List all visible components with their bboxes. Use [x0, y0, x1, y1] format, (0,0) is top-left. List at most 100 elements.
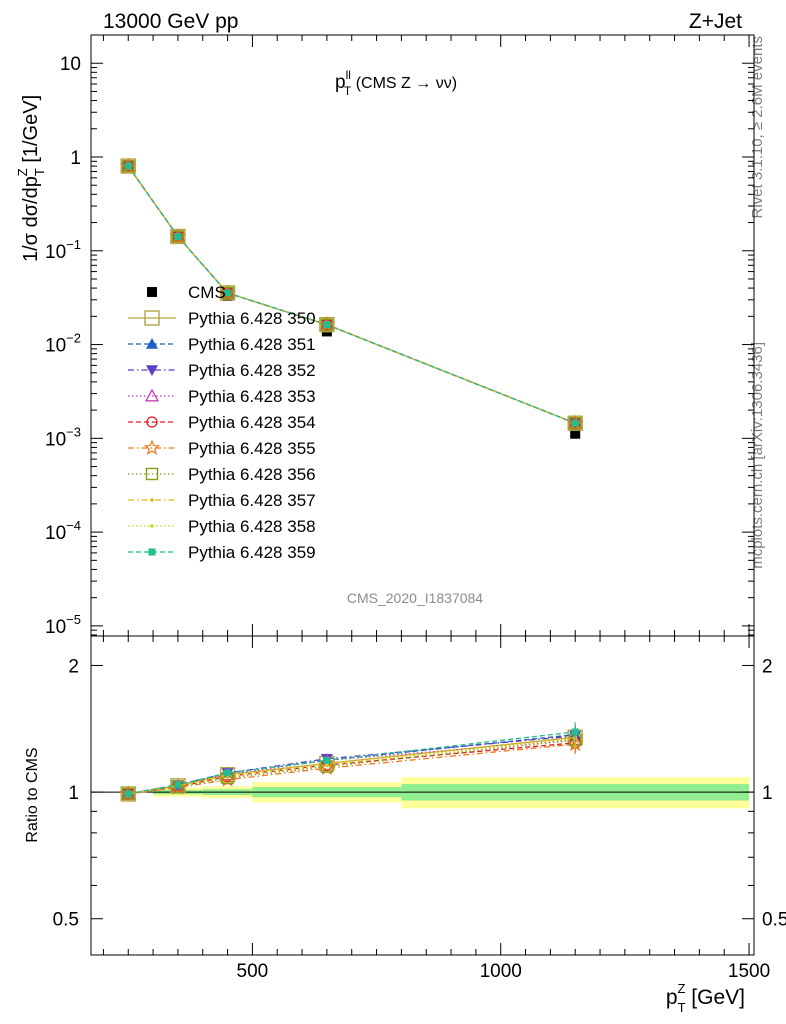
title-sup: ll — [346, 68, 351, 82]
ratio-uncertainty-bands — [91, 777, 754, 809]
ylabel-sub: T — [32, 168, 47, 176]
main-point — [569, 416, 582, 430]
y-tick-exponent: −3 — [66, 424, 81, 439]
legend-label: Pythia 6.428 351 — [188, 335, 316, 354]
main-point — [224, 289, 232, 297]
y-tick-base: 10 — [60, 54, 81, 75]
title-sub: T — [344, 84, 352, 98]
legend: CMS Pythia 6.428 350 Pythia 6.428 351 Pythi… — [128, 283, 316, 562]
legend-marker — [150, 524, 154, 528]
main-point — [571, 419, 579, 427]
header-left: 13000 GeV pp — [103, 10, 238, 33]
ylabel-a: 1/σ dσ/dp — [20, 176, 42, 262]
y-tick-exponent: −5 — [66, 612, 81, 627]
legend-marker — [146, 338, 158, 349]
ratio-point — [124, 790, 132, 798]
legend-label: Pythia 6.428 356 — [188, 465, 316, 484]
y-tick-base: 10 — [45, 429, 66, 450]
legend-label: Pythia 6.428 350 — [188, 309, 316, 328]
xlabel-sub: T — [678, 1000, 686, 1015]
axes-group — [90, 34, 755, 956]
main-point — [323, 321, 331, 329]
legend-label: Pythia 6.428 357 — [188, 491, 316, 510]
legend-label: Pythia 6.428 353 — [188, 387, 316, 406]
ratio-point — [571, 728, 579, 736]
y-tick-label: 10−2 — [45, 331, 81, 357]
legend-marker — [143, 439, 161, 456]
legend-marker — [150, 498, 154, 502]
legend-marker — [146, 365, 158, 376]
legend-cms-label: CMS — [188, 283, 226, 302]
legend-marker — [148, 548, 156, 556]
header-right: Z+Jet — [689, 10, 742, 33]
title-rest: (CMS Z → νν) — [351, 75, 457, 92]
analysis-watermark: CMS_2020_I1837084 — [347, 590, 483, 606]
legend-marker — [144, 310, 160, 326]
y-tick-base: 10 — [45, 523, 66, 544]
main-point — [221, 286, 234, 300]
main-point — [320, 318, 334, 331]
ratio-y-tick-label-left: 1 — [68, 783, 79, 804]
main-plot-title: pll T (CMS Z → νν) — [335, 68, 457, 98]
ratio-point — [325, 763, 329, 767]
main-point — [174, 232, 182, 240]
mcplots-label: mcplots.cern.ch [arXiv:1306.3436] — [749, 342, 766, 569]
ratio-point — [122, 787, 135, 801]
ratio-y-tick-label-left: 0.5 — [53, 910, 79, 931]
y-tick-base: 10 — [45, 242, 66, 263]
y-tick-base: 10 — [45, 336, 66, 357]
ratio-y-tick-label-left: 2 — [68, 656, 79, 677]
xlabel-b: [GeV] — [685, 986, 745, 1009]
ratio-point — [224, 769, 232, 777]
y-tick-label: 10−5 — [45, 612, 81, 638]
y-tick-base: 10 — [45, 617, 66, 638]
y-tick-exponent: −4 — [66, 518, 81, 533]
legend-label: Pythia 6.428 359 — [188, 543, 316, 562]
legend-cms-marker — [147, 287, 157, 297]
legend-marker — [144, 388, 160, 402]
ylabel-b: [1/GeV] — [20, 95, 42, 168]
main-y-axis-label: 1/σ dσ/dpTZ [1/GeV] — [15, 95, 47, 262]
main-point — [122, 159, 135, 173]
ratio-point — [323, 756, 331, 764]
cms-data-point — [570, 428, 581, 439]
main-point — [124, 162, 132, 170]
x-axis-label: pTZ [GeV] — [666, 981, 745, 1015]
ratio-line-5 — [128, 743, 576, 795]
x-tick-label: 1000 — [480, 961, 522, 982]
x-tick-label: 500 — [237, 961, 269, 982]
y-tick-exponent: −1 — [66, 237, 81, 252]
rivet-label: Rivet 3.1.10, ≥ 2.6M events — [749, 36, 766, 219]
y-tick-base: 1 — [70, 148, 81, 169]
main-series-group — [120, 157, 584, 439]
xlabel-a: p — [666, 986, 678, 1009]
y-tick-label: 10 — [60, 54, 81, 75]
main-point — [171, 230, 185, 243]
xlabel-sup: Z — [678, 981, 686, 996]
ratio-series-group — [120, 721, 584, 802]
ratio-y-axis-label: Ratio to CMS — [24, 747, 41, 842]
y-tick-label: 1 — [70, 148, 81, 169]
title-p: p — [335, 72, 346, 93]
ratio-y-tick-label-right: 0.5 — [762, 910, 786, 931]
legend-label: Pythia 6.428 358 — [188, 517, 316, 536]
ratio-point — [174, 781, 182, 789]
legend-marker — [145, 467, 159, 481]
ylabel-sup: Z — [15, 168, 30, 176]
legend-marker — [146, 416, 158, 428]
ratio-frame — [90, 635, 755, 956]
ratio-line-7 — [128, 736, 576, 795]
ratio-y-tick-label-right: 2 — [762, 656, 773, 677]
legend-label: Pythia 6.428 355 — [188, 439, 316, 458]
ratio-y-tick-label-right: 1 — [762, 783, 773, 804]
y-tick-label: 10−4 — [45, 518, 81, 544]
x-tick-label: 1500 — [728, 961, 770, 982]
legend-label: Pythia 6.428 352 — [188, 361, 316, 380]
y-tick-exponent: −2 — [66, 331, 81, 346]
ratio-line-9 — [128, 731, 576, 795]
legend-label: Pythia 6.428 354 — [188, 413, 316, 432]
y-tick-label: 10−3 — [45, 424, 81, 450]
y-tick-label: 10−1 — [45, 237, 81, 263]
